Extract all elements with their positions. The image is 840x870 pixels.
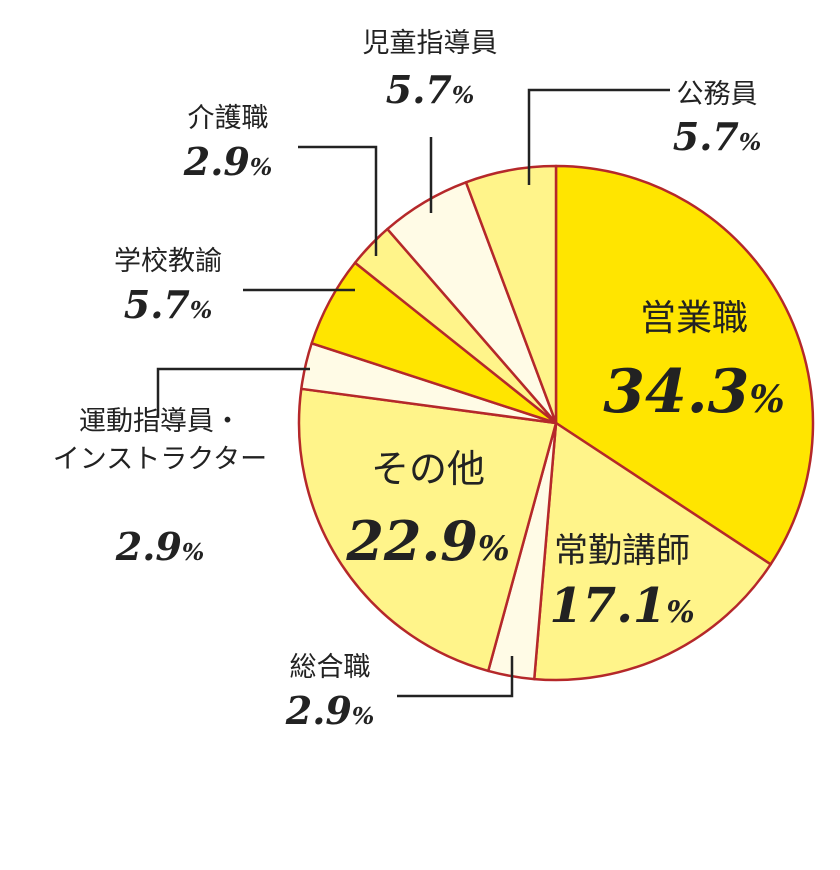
slice-value-care: 2.9% <box>183 139 273 184</box>
slice-label-instructor: 運動指導員・インストラクター <box>53 406 267 475</box>
slice-value-other: 22.9% <box>345 509 509 573</box>
pie-slices <box>297 164 815 682</box>
leader-line-public <box>527 88 670 185</box>
slice-value-instructor: 2.9% <box>115 524 205 569</box>
leader-line-care <box>298 145 378 256</box>
slice-label-care: 介護職 <box>188 103 269 134</box>
slice-label-public: 公務員 <box>677 79 758 110</box>
slice-label-other: その他 <box>371 447 485 491</box>
slice-other <box>297 387 558 673</box>
slice-value-teacher: 5.7% <box>124 282 213 327</box>
slice-value-childcare: 5.7% <box>386 67 475 112</box>
slice-label-career: 総合職 <box>290 652 371 683</box>
leader-line-instructor <box>156 367 310 418</box>
slice-public <box>464 164 558 425</box>
slice-label-lecturer: 常勤講師 <box>554 531 690 571</box>
slice-lecturer <box>533 421 772 682</box>
slice-value-career: 2.9% <box>285 688 375 733</box>
slice-labels: 営業職 34.3% 常勤講師 17.1% 総合職 2.9% その他 22.9% 運動指導員・イン… <box>53 28 785 733</box>
slice-label-childcare: 児童指導員 <box>363 28 498 59</box>
slice-value-public: 5.7% <box>673 114 762 159</box>
slice-value-sales: 34.3% <box>603 357 784 427</box>
slice-value-lecturer: 17.1% <box>549 578 694 634</box>
leader-line-career <box>397 656 514 698</box>
slice-label-sales: 営業職 <box>640 298 748 339</box>
leader-lines <box>156 88 670 698</box>
slice-label-teacher: 学校教諭 <box>114 246 222 277</box>
